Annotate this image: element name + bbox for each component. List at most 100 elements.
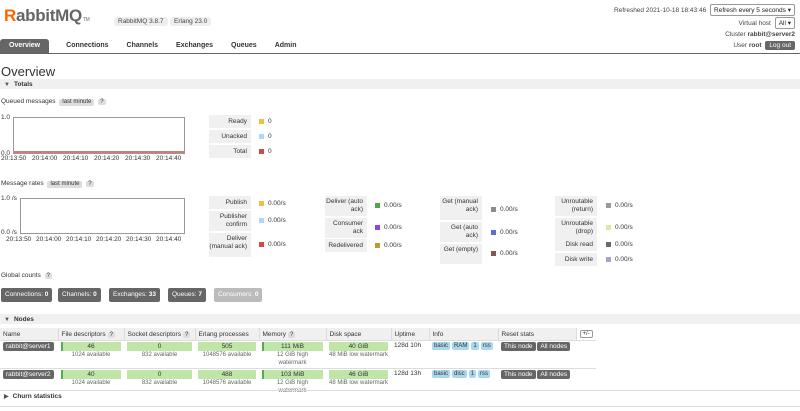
message-rates-chart [20,198,185,234]
info-cell: basic RAM 1 rss [429,340,498,369]
legend-get-manual-label: Get (manual ack) [440,196,482,220]
exchanges-count-button[interactable]: Exchanges: 33 [109,288,161,302]
reset-this-node-button[interactable]: This node [501,342,536,351]
disk-cell: 46 GiB 48 MiB low watermark [326,368,391,396]
legend-get-auto-label: Get (auto ack) [440,222,482,242]
x-tick: 20:14:40 [156,155,182,162]
reset-this-node-button[interactable]: This node [501,370,536,379]
refresh-select[interactable]: Refresh every 5 seconds ▾ [710,4,795,16]
x-tick: 20:13:50 [1,155,27,162]
disk-gauge: 40 GiB [329,342,388,351]
fd-gauge: 46 [61,342,121,351]
churn-section-header[interactable]: ▶ Churn statistics [4,393,62,400]
tab-overview[interactable]: Overview [0,39,50,53]
queued-y-top: 1.0 [1,114,11,121]
help-icon[interactable]: ? [287,331,296,338]
mem-watermark: 12 GiB high watermark [276,380,309,394]
node-link[interactable]: rabbit@server1 [3,342,54,351]
info-tag: rss [480,342,493,350]
tab-admin[interactable]: Admin [274,42,297,49]
col-erlang-processes: Erlang processes [195,328,260,341]
version-badge: RabbitMQ 3.8.7 [114,17,168,26]
fd-available: 1024 available [71,380,111,386]
help-icon[interactable]: ? [86,181,94,187]
legend-total-label: Total [209,145,251,158]
page-title: Overview [1,64,56,79]
nodes-section-header[interactable]: ▼ Nodes [0,314,800,324]
legend-total-value: 0 [259,148,272,155]
col-uptime: Uptime [391,328,430,341]
legend-publish-label: Publish [209,196,251,209]
queued-range-pill[interactable]: last minute [59,98,95,106]
vhost-select[interactable]: All ▾ [774,17,795,29]
logout-button[interactable]: Log out [765,41,795,50]
reset-all-nodes-button[interactable]: All nodes [537,370,571,379]
disk-read-swatch [606,241,611,247]
connections-count-button[interactable]: Connections: 0 [1,288,53,302]
col-socket-descriptors: Socket descriptors? [124,328,196,341]
plus-minus-button[interactable]: +/- [579,330,593,338]
consumers-count-button[interactable]: Consumers: 0 [214,288,263,302]
erl-gauge: 505 [198,342,256,351]
vhost-area: Virtual host All ▾ [738,17,795,29]
divider [0,390,800,391]
legend-get-empty-label: Get (empty) [440,244,482,264]
help-icon[interactable]: ? [107,331,115,338]
queues-count-button[interactable]: Queues: 7 [168,288,207,302]
reset-cell: This node All nodes [498,368,576,396]
help-icon[interactable]: ? [182,331,191,338]
collapse-triangle-icon: ▼ [4,81,10,88]
disk-watermark: 48 MiB low watermark [329,380,389,386]
erl-gauge: 488 [198,370,256,379]
unacked-swatch [259,133,264,139]
legend-consumer-ack-value: 0.00/s [375,224,402,231]
main-tabs: Overview Connections Channels Exchanges … [0,39,305,53]
vhost-label: Virtual host [738,20,771,27]
unroutable-drop-swatch [606,224,611,230]
totals-section-header[interactable]: ▼ Totals [0,79,800,89]
tab-queues[interactable]: Queues [231,42,257,49]
info-tag: basic [432,342,451,350]
help-icon[interactable]: ? [98,99,106,105]
erl-available: 1048576 available [202,380,252,386]
reset-all-nodes-button[interactable]: All nodes [537,342,571,351]
tab-divider [0,53,800,54]
channels-count-button[interactable]: Channels: 0 [58,288,101,302]
total-swatch [259,148,264,154]
tab-exchanges[interactable]: Exchanges [176,42,214,49]
mem-gauge: 103 MiB [262,370,323,379]
erl-cell: 488 1048576 available [195,368,259,396]
queued-chart-svg [14,151,184,153]
legend-redelivered-value: 0.00/s [375,242,402,249]
tab-channels[interactable]: Channels [126,42,159,49]
legend-disk-read-label: Disk read [555,238,597,251]
expand-triangle-icon: ▶ [4,394,9,400]
x-tick: 20:14:20 [94,155,120,162]
col-name: Name [0,328,59,341]
legend-unroutable-drop-label: Unroutable (drop) [555,218,597,238]
deliver-manual-swatch [259,241,264,247]
x-tick: 20:14:20 [96,236,122,243]
node-name-cell: rabbit@server1 [0,340,58,369]
mem-gauge: 111 MiB [262,342,323,351]
mem-watermark: 12 GiB high watermark [276,352,309,366]
legend-unroutable-return-label: Unroutable (return) [555,196,597,216]
user-name: root [748,42,762,49]
sock-cell: 0 832 available [124,368,195,396]
disk-watermark: 48 MiB low watermark [329,352,389,358]
rates-range-pill[interactable]: last minute [47,180,83,188]
help-icon[interactable]: ? [44,273,52,279]
tab-connections[interactable]: Connections [66,42,109,49]
message-rates-label: Message rates last minute ? [1,180,94,188]
fd-available: 1024 available [71,352,111,358]
legend-publisher-confirm-label: Publisher confirm [209,211,251,231]
x-tick: 20:14:10 [63,155,89,162]
info-tag: disc [452,370,467,378]
get-empty-swatch [491,250,496,256]
rabbitmq-logo: RabbitMQTM [4,6,90,25]
x-tick: 20:14:30 [126,236,152,243]
sock-cell: 0 832 available [124,340,195,369]
node-link[interactable]: rabbit@server2 [3,370,54,379]
rates-x-axis: 20:13:50 20:14:00 20:14:10 20:14:20 20:1… [6,236,196,246]
legend-unacked-value: 0 [259,133,272,140]
